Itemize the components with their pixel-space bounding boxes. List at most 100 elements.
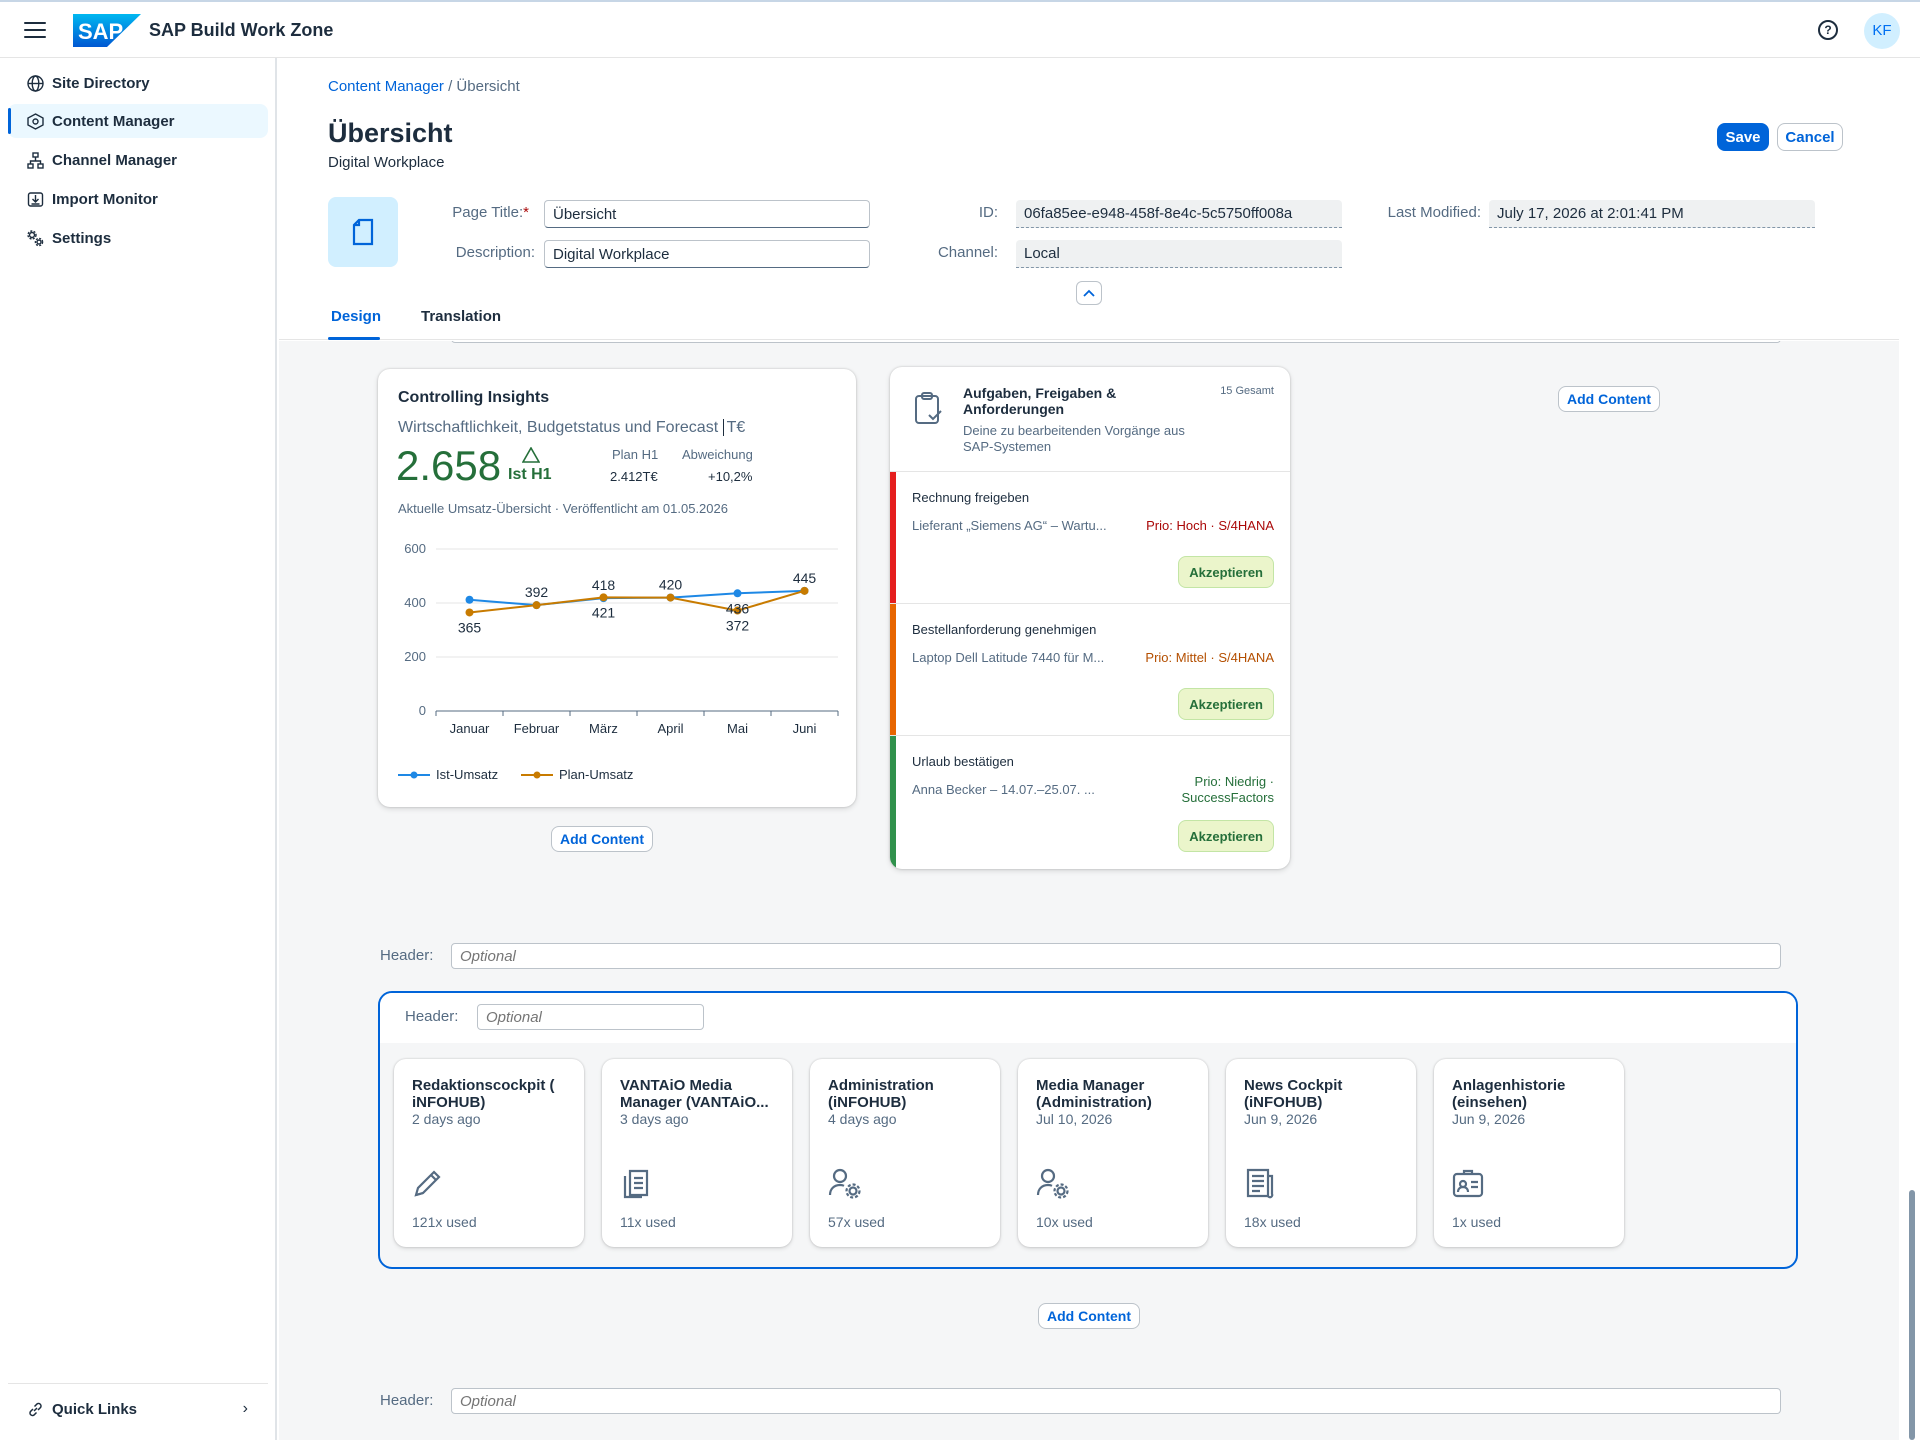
legend-marker-ist	[398, 771, 430, 778]
legend-item-ist[interactable]: Ist-Umsatz	[398, 767, 498, 782]
legend-item-plan[interactable]: Plan-Umsatz	[521, 767, 633, 782]
tab-translation[interactable]: Translation	[421, 308, 502, 325]
collapse-header-button[interactable]	[1076, 281, 1102, 305]
shell-bar: SAP SAP Build Work Zone ? KF	[0, 0, 1920, 58]
add-content-button[interactable]: Add Content	[551, 826, 653, 852]
link-icon	[26, 1400, 44, 1418]
app-tile[interactable]: Redaktionscockpit ( iNFOHUB) 2 days ago …	[394, 1059, 584, 1247]
app-usage: 1x used	[1452, 1214, 1502, 1230]
sidebar-item-channel-manager[interactable]: Channel Manager	[8, 143, 268, 177]
avatar[interactable]: KF	[1864, 13, 1900, 49]
channel-value: Local	[1016, 240, 1342, 268]
sidebar-item-quick-links[interactable]: Quick Links ›	[8, 1392, 268, 1426]
add-content-button[interactable]: Add Content	[1558, 386, 1660, 412]
series-line-1	[469, 589, 805, 614]
sidebar-item-label: Quick Links	[52, 1400, 138, 1418]
task-row[interactable]: Urlaub bestätigen Anna Becker – 14.07.–2…	[890, 735, 1290, 868]
accept-button[interactable]: Akzeptieren	[1178, 820, 1274, 852]
selected-section[interactable]: Header: Redaktionscockpit ( iNFOHUB) 2 d…	[378, 991, 1798, 1269]
legend-label: Ist-Umsatz	[436, 767, 499, 782]
sidebar-item-settings[interactable]: Settings	[8, 221, 268, 255]
app-usage: 57x used	[828, 1214, 885, 1230]
header-input[interactable]	[451, 943, 1781, 969]
tasks-title: Aufgaben, Freigaben & Anforderungen	[963, 385, 1117, 417]
priority-bar-medium	[890, 604, 896, 736]
user-settings-icon	[828, 1168, 861, 1199]
description-input[interactable]	[544, 240, 870, 268]
legend-label: Plan-Umsatz	[559, 767, 634, 782]
y-tick-label: 200	[404, 649, 426, 664]
task-title: Rechnung freigeben	[912, 490, 1030, 505]
breadcrumb-link[interactable]: Content Manager	[328, 78, 444, 95]
task-row[interactable]: Rechnung freigeben Lieferant „Siemens AG…	[890, 471, 1290, 604]
product-title[interactable]: SAP Build Work Zone	[149, 20, 334, 40]
page-subtitle: Digital Workplace	[328, 154, 445, 171]
app-tile[interactable]: Administration (iNFOHUB) 4 days ago 57x …	[810, 1059, 1000, 1247]
app-usage: 121x used	[412, 1214, 477, 1230]
news-document-icon	[1246, 1168, 1274, 1199]
tab-design[interactable]: Design	[331, 308, 382, 325]
app-title: Anlagenhistorie (einsehen)	[1452, 1077, 1566, 1111]
page-header: Content Manager / Übersicht Übersicht Di…	[279, 58, 1899, 340]
pencil-icon	[414, 1170, 441, 1197]
task-row[interactable]: Bestellanforderung genehmigen Laptop Del…	[890, 603, 1290, 736]
data-label: 365	[458, 619, 482, 635]
save-button[interactable]: Save	[1717, 123, 1769, 151]
data-label: 392	[525, 584, 549, 600]
app-tile[interactable]: News Cockpit (iNFOHUB) Jun 9, 2026 18x u…	[1226, 1059, 1416, 1247]
task-detail: Lieferant „Siemens AG“ – Wartu...	[912, 518, 1107, 533]
deviation-label: Abweichung	[682, 447, 753, 462]
menu-icon[interactable]	[24, 20, 46, 40]
svg-text:SAP: SAP	[78, 19, 123, 44]
help-icon[interactable]: ?	[1818, 20, 1838, 40]
plan-label: Plan H1	[612, 447, 659, 462]
id-value: 06fa85ee-e948-458f-8e4c-5c5750ff008a	[1016, 200, 1342, 228]
app-title: Administration (iNFOHUB)	[828, 1077, 934, 1111]
header-input[interactable]	[477, 1004, 704, 1030]
app-tile[interactable]: Anlagenhistorie (einsehen) Jun 9, 2026 1…	[1434, 1059, 1624, 1247]
app-subtitle: 4 days ago	[828, 1111, 897, 1127]
page-icon	[352, 218, 374, 246]
section-header: Header:	[380, 993, 1796, 1043]
plan-value: 2.412T€	[610, 469, 658, 484]
description-label: Description:	[455, 244, 535, 261]
x-tick-label: Februar	[514, 721, 560, 736]
add-content-button[interactable]: Add Content	[1038, 1303, 1140, 1329]
app-tile[interactable]: Media Manager (Administration) Jul 10, 2…	[1018, 1059, 1208, 1247]
controlling-insights-card[interactable]: Controlling Insights Wirtschaftlichkeit,…	[378, 369, 856, 807]
header-input[interactable]	[451, 1388, 1781, 1414]
data-label: 420	[659, 577, 683, 593]
header-label: Header:	[380, 1392, 434, 1409]
user-settings-icon	[1036, 1168, 1069, 1199]
last-modified-value: July 17, 2026 at 2:01:41 PM	[1489, 200, 1815, 228]
id-label: ID:	[978, 204, 998, 221]
header-label: Header:	[405, 1008, 459, 1025]
accept-button[interactable]: Akzeptieren	[1178, 688, 1274, 720]
kpi-label: Ist H1	[508, 466, 552, 483]
main-area: Content Manager / Übersicht Übersicht Di…	[279, 58, 1920, 1440]
data-point	[465, 608, 474, 617]
tasks-description: Deine zu bearbeitenden Vorgänge aus SAP-…	[963, 423, 1185, 454]
task-detail: Anna Becker – 14.07.–25.07. ...	[912, 782, 1095, 797]
app-subtitle: Jul 10, 2026	[1036, 1111, 1113, 1127]
app-subtitle: 2 days ago	[412, 1111, 481, 1127]
nav-divider	[8, 1383, 268, 1384]
tasks-card[interactable]: Aufgaben, Freigaben & Anforderungen 15 G…	[890, 367, 1290, 869]
page-title-input[interactable]	[544, 200, 870, 228]
x-tick-label: Juni	[793, 721, 817, 736]
card-subtitle: Wirtschaftlichkeit, Budgetstatus und For…	[398, 419, 746, 436]
app-usage: 18x used	[1244, 1214, 1301, 1230]
x-tick-label: Januar	[450, 721, 490, 736]
app-tile[interactable]: VANTAiO Media Manager (VANTAiO... 3 days…	[602, 1059, 792, 1247]
sidebar-item-content-manager[interactable]: Content Manager	[8, 104, 268, 138]
vertical-scrollbar[interactable]	[1909, 1190, 1915, 1440]
sidebar-item-site-directory[interactable]: Site Directory	[8, 66, 268, 100]
data-label: 436	[726, 600, 750, 616]
accept-button[interactable]: Akzeptieren	[1178, 556, 1274, 588]
sidebar-item-import-monitor[interactable]: Import Monitor	[8, 182, 268, 216]
cancel-button[interactable]: Cancel	[1777, 123, 1843, 151]
sap-logo[interactable]: SAP	[73, 14, 141, 47]
legend-marker-plan	[521, 771, 553, 778]
tasks-count: 15 Gesamt	[1220, 385, 1274, 397]
header-input-partial[interactable]	[451, 341, 1781, 343]
